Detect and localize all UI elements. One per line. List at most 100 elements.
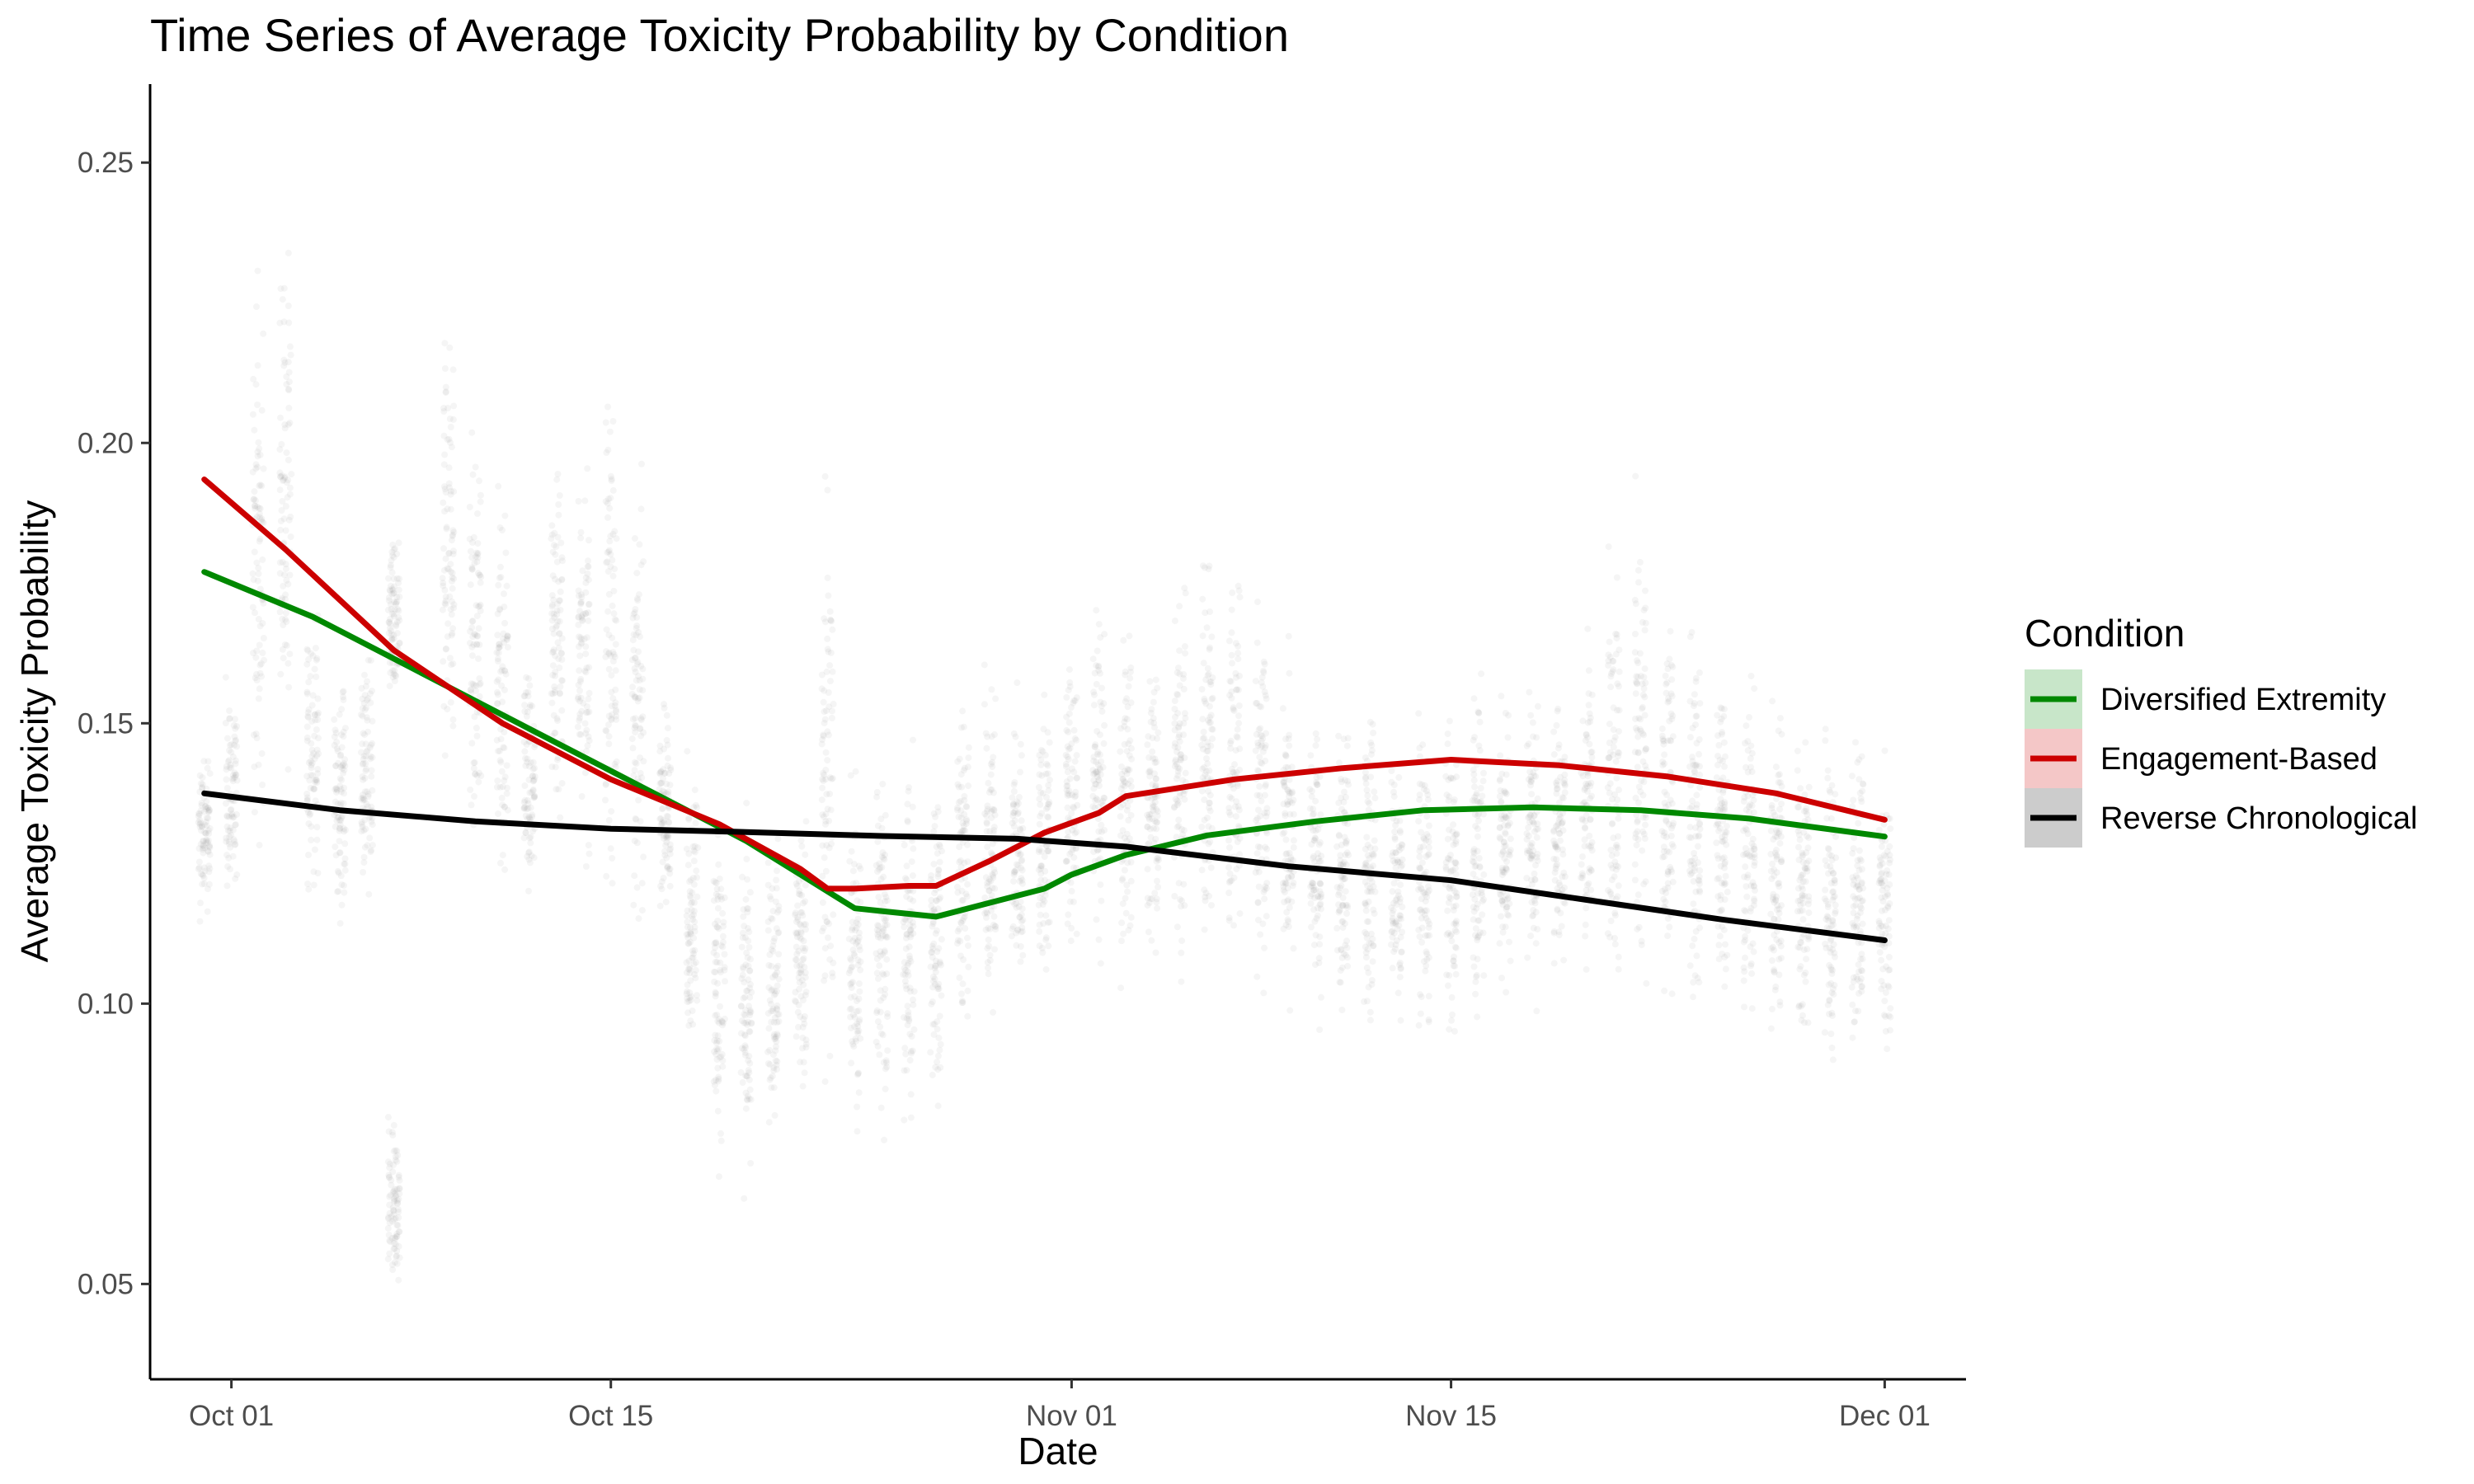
data-point — [854, 1103, 861, 1111]
data-point — [694, 893, 701, 900]
data-point — [471, 682, 478, 689]
data-point — [1423, 813, 1431, 820]
data-point — [1471, 895, 1479, 903]
data-point — [311, 732, 318, 740]
data-point — [1479, 777, 1487, 785]
data-point — [664, 762, 671, 769]
data-point — [1178, 903, 1185, 910]
data-point — [551, 529, 558, 537]
data-point — [718, 1050, 726, 1058]
data-point — [285, 457, 292, 463]
data-point — [1418, 914, 1425, 922]
data-point — [1642, 587, 1649, 594]
data-point — [689, 1007, 696, 1015]
data-point — [1452, 919, 1459, 927]
data-point — [821, 708, 828, 716]
data-point — [1120, 636, 1127, 644]
data-point — [737, 1068, 745, 1076]
data-point — [992, 926, 999, 933]
data-point — [224, 758, 232, 765]
data-point — [196, 918, 204, 925]
data-point — [1064, 857, 1071, 865]
data-point — [1207, 711, 1215, 719]
data-point — [521, 782, 529, 789]
data-point — [1587, 795, 1594, 802]
data-point — [910, 1026, 918, 1033]
data-point — [493, 649, 501, 656]
data-point — [1310, 854, 1317, 862]
data-point — [712, 879, 719, 886]
data-point — [716, 1054, 723, 1061]
data-point — [558, 707, 566, 714]
data-point — [303, 690, 311, 697]
data-point — [661, 769, 669, 777]
data-point — [396, 640, 403, 647]
data-point — [689, 899, 696, 906]
data-point — [525, 813, 533, 820]
data-point — [1089, 792, 1097, 800]
data-point — [717, 942, 725, 949]
data-point — [606, 505, 614, 512]
data-point — [252, 461, 260, 468]
data-point — [1174, 691, 1181, 697]
data-point — [198, 801, 205, 809]
data-point — [964, 763, 971, 771]
data-point — [1474, 833, 1481, 840]
data-point — [691, 899, 698, 906]
data-point — [1586, 833, 1593, 839]
data-point — [582, 863, 590, 870]
data-point — [1316, 933, 1324, 941]
data-point — [1554, 707, 1561, 715]
data-point — [205, 868, 213, 876]
data-point — [1252, 747, 1259, 754]
data-point — [388, 627, 395, 634]
data-point — [231, 841, 238, 848]
data-point — [259, 782, 266, 788]
data-point — [253, 513, 261, 520]
data-point — [284, 479, 290, 486]
data-point — [607, 845, 614, 852]
data-point — [574, 695, 581, 702]
data-point — [303, 660, 311, 668]
data-point — [256, 482, 263, 490]
data-point — [258, 673, 266, 680]
data-point — [930, 1031, 938, 1038]
data-point — [794, 902, 802, 909]
data-point — [1147, 709, 1155, 716]
data-point — [388, 569, 396, 576]
data-point — [821, 977, 828, 984]
data-point — [1287, 856, 1295, 863]
data-point — [631, 837, 638, 844]
data-point — [358, 828, 365, 835]
data-point — [1498, 913, 1504, 920]
data-point — [336, 816, 343, 824]
data-point — [389, 586, 397, 594]
data-point — [336, 821, 344, 829]
data-point — [363, 683, 369, 690]
data-point — [332, 823, 339, 830]
data-point — [1227, 740, 1234, 747]
data-point — [1497, 835, 1504, 843]
data-point — [801, 1069, 808, 1077]
data-point — [1446, 717, 1453, 725]
data-point — [523, 805, 530, 813]
data-point — [524, 796, 531, 804]
data-point — [1503, 858, 1510, 866]
data-point — [1399, 856, 1406, 863]
data-point — [1480, 972, 1488, 979]
data-point — [259, 649, 266, 656]
data-point — [496, 641, 502, 648]
data-point — [249, 468, 256, 476]
data-point — [797, 837, 805, 844]
data-point — [612, 763, 619, 771]
data-point — [1147, 718, 1155, 726]
data-point — [656, 769, 664, 777]
data-point — [256, 661, 264, 669]
data-point — [958, 783, 966, 791]
data-point — [1531, 828, 1538, 835]
data-point — [1125, 740, 1132, 748]
data-point — [1473, 973, 1479, 980]
data-point — [558, 575, 566, 583]
data-point — [1453, 773, 1460, 781]
data-point — [336, 801, 344, 809]
